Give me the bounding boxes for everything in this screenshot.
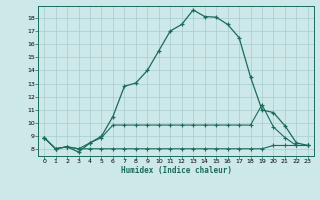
X-axis label: Humidex (Indice chaleur): Humidex (Indice chaleur) — [121, 166, 231, 175]
